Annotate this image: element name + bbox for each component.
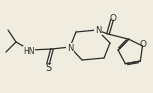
Text: O: O <box>110 13 116 23</box>
Text: N: N <box>67 44 73 53</box>
Text: N: N <box>95 25 101 35</box>
Text: O: O <box>140 40 147 49</box>
Text: HN: HN <box>23 46 35 56</box>
Text: S: S <box>45 63 51 73</box>
